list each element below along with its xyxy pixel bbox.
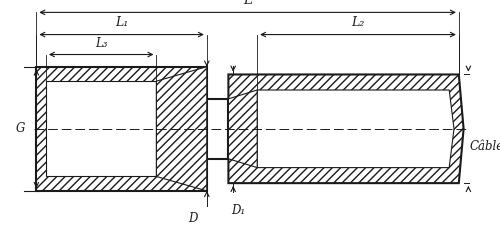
Polygon shape (228, 74, 464, 183)
Polygon shape (228, 90, 257, 168)
Text: G: G (16, 122, 25, 135)
Text: L₂: L₂ (352, 16, 364, 30)
Text: D: D (188, 212, 197, 225)
Text: D₁: D₁ (231, 204, 245, 217)
Text: L: L (243, 0, 252, 7)
Text: L₁: L₁ (115, 16, 128, 30)
Polygon shape (207, 99, 229, 159)
Polygon shape (156, 67, 207, 191)
Polygon shape (36, 67, 207, 191)
Polygon shape (46, 81, 156, 176)
Text: Câble: Câble (470, 140, 500, 153)
Text: L₃: L₃ (95, 37, 108, 50)
Polygon shape (257, 90, 454, 168)
